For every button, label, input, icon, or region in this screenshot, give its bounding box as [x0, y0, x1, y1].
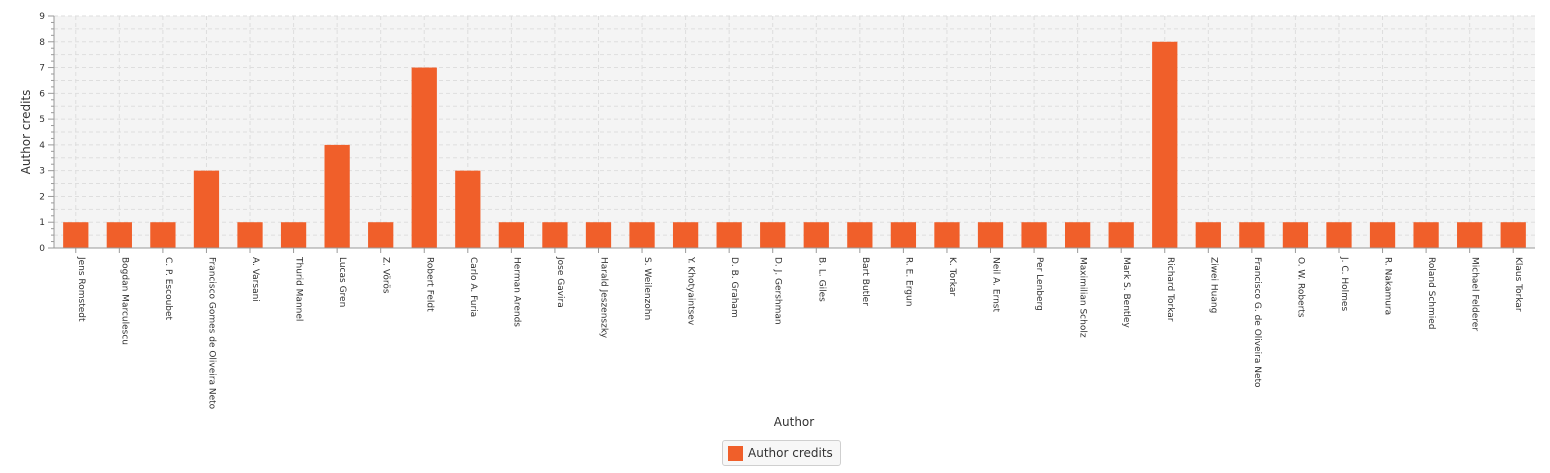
x-tick-label: Lucas Gren [337, 257, 347, 307]
x-tick-label: Thurid Mannel [294, 256, 304, 321]
legend: Author credits [722, 440, 841, 466]
bar [542, 222, 568, 248]
x-tick-label: Richard Torkar [1165, 257, 1175, 322]
x-tick-label: Y. Khotyaintsev [686, 256, 696, 326]
x-tick-label: Jens Romstedt [76, 256, 86, 322]
x-axis-title: Author [774, 415, 814, 429]
y-tick-label: 0 [39, 244, 45, 254]
bar [934, 222, 960, 248]
bar [760, 222, 786, 248]
x-tick-label: Herman Arends [511, 257, 521, 327]
x-tick-label: Francisco Gomes de Oliveira Neto [206, 257, 216, 410]
x-tick-label: Ziwei Huang [1208, 257, 1218, 313]
x-tick-label: Bogdan Marculescu [119, 257, 129, 345]
bar [716, 222, 742, 248]
grid-lines [54, 15, 1535, 249]
bar [455, 170, 481, 248]
y-tick-label: 5 [39, 115, 45, 125]
bar [803, 222, 829, 248]
x-tick-label: A. Varsani [250, 257, 260, 302]
x-tick-label: K. Torkar [947, 257, 957, 296]
bar [498, 222, 524, 248]
y-tick-label: 9 [39, 12, 45, 22]
bar [1239, 222, 1265, 248]
x-tick-label: B. L. Giles [816, 257, 826, 302]
bar [847, 222, 873, 248]
y-tick-label: 2 [39, 192, 45, 202]
x-tick-label: J. C. Holmes [1339, 256, 1349, 311]
x-tick-label: D. B. Graham [729, 257, 739, 318]
x-tick-label: Maximilian Scholz [1078, 257, 1088, 338]
bar [237, 222, 263, 248]
bar [1195, 222, 1221, 248]
bar [1500, 222, 1526, 248]
x-tick-label: D. J. Gershman [773, 257, 783, 325]
bar [1369, 222, 1396, 248]
x-tick-label: R. Nakamura [1383, 257, 1393, 315]
y-tick-label: 7 [39, 64, 45, 74]
bar [150, 222, 176, 248]
x-tick-label: S. Weilenzohn [642, 257, 652, 320]
x-tick-label: Robert Feldt [424, 257, 434, 312]
bar [1457, 222, 1483, 248]
x-tick-label: C. P. Escoubet [163, 257, 173, 321]
y-tick-label: 4 [39, 141, 45, 151]
bar [193, 170, 220, 248]
x-tick-label: Klaus Torkar [1513, 257, 1523, 312]
x-tick-label: Mark S. Bentley [1121, 257, 1131, 328]
x-tick-label: Z. Vörös [381, 257, 391, 294]
legend-swatch [728, 445, 743, 461]
y-axis: 0 1 2 3 4 5 6 7 8 9 [39, 12, 55, 254]
bar [63, 222, 89, 248]
bar [1021, 222, 1047, 248]
y-tick-label: 3 [39, 167, 45, 177]
x-axis: Jens Romstedt Bogdan Marculescu C. P. Esco… [54, 247, 1535, 410]
y-tick-label: 1 [39, 218, 45, 228]
x-tick-label: Francisco G. de Oliveira Neto [1252, 257, 1262, 388]
x-tick-label: Harald Jeszenszky [598, 257, 608, 339]
y-axis-title: Author credits [19, 90, 33, 175]
x-tick-label: Neil A. Ernst [991, 257, 1001, 312]
bar [1282, 222, 1309, 248]
x-tick-label: Michael Felderer [1470, 257, 1480, 331]
plot-background [54, 16, 1535, 248]
bar [1108, 222, 1134, 248]
bar [1413, 222, 1439, 248]
x-tick-label: Roland Schmied [1426, 257, 1436, 330]
x-tick-label: Carlo A. Furia [468, 257, 478, 317]
bar [1152, 41, 1178, 249]
y-tick-label: 8 [39, 38, 45, 48]
bar [1065, 222, 1091, 248]
bar [629, 222, 655, 248]
bar [585, 222, 612, 248]
x-tick-label: Bart Butler [860, 257, 870, 306]
x-tick-label: Per Lenberg [1034, 257, 1044, 311]
x-tick-label: O. W. Roberts [1295, 257, 1305, 318]
legend-label: Author credits [748, 446, 833, 460]
y-tick-label: 6 [39, 89, 45, 99]
bar [890, 222, 917, 248]
x-tick-label: R. E. Ergun [903, 257, 913, 306]
bars [63, 41, 1526, 249]
bar [368, 222, 394, 248]
bar [324, 144, 350, 248]
x-tick-label: Jose Gavira [555, 256, 565, 308]
bar [280, 222, 307, 248]
bar [1326, 222, 1352, 248]
bar [672, 222, 699, 248]
bar [106, 222, 132, 248]
bar [977, 222, 1004, 248]
bar [411, 67, 437, 248]
